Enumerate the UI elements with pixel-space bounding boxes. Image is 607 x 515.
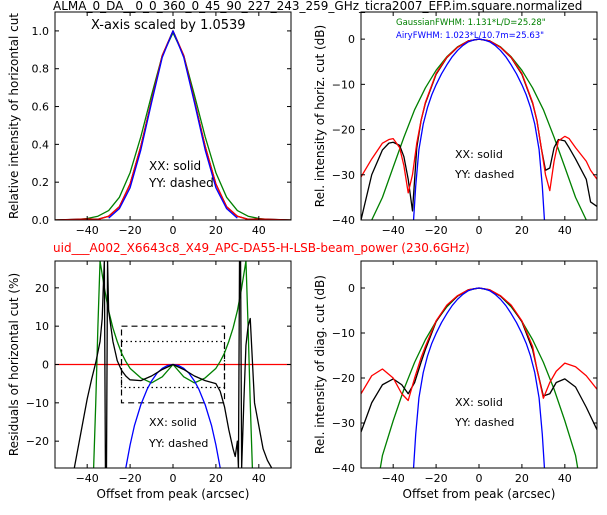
x-tick-label: 20 (515, 472, 529, 485)
x-axis-label: Offset from peak (arcsec) (97, 487, 250, 501)
annotation-text: YY: dashed (148, 437, 208, 450)
figure-subtitle: uid___A002_X6643c8_X49_APC-DA55-H-LSB-be… (53, 241, 470, 255)
y-tick-label: −30 (332, 169, 355, 182)
y-tick-label: −10 (332, 327, 355, 340)
x-tick-label: 40 (252, 472, 266, 485)
series-line-3 (412, 38, 546, 220)
y-tick-label: −10 (332, 78, 355, 91)
x-tick-label: −20 (424, 224, 447, 237)
chart-top-right: −40 −20 0 20 40 −40 −30 −20 −10 0 Rel. intensity o… (313, 11, 598, 237)
annotation-text: X-axis scaled by 1.0539 (91, 18, 246, 33)
annotation-text: XX: solid (149, 159, 201, 173)
annotation-text: YY: dashed (148, 176, 214, 190)
y-tick-label: 0 (42, 359, 49, 372)
x-tick-label: 40 (558, 224, 572, 237)
y-tick-label: 10 (35, 320, 49, 333)
y-tick-label: −30 (332, 417, 355, 430)
y-axis-label: Rel. intensity of horiz. cut (dB) (313, 25, 327, 207)
x-tick-label: 40 (252, 224, 266, 237)
x-tick-label: 40 (558, 472, 572, 485)
plot-area (55, 261, 291, 468)
chart-bottom-right: −40 −20 0 20 40 −40 −30 −20 −10 0 Rel. intensity o… (313, 260, 598, 501)
annotation-text: XX: solid (455, 148, 503, 161)
legend-entry: AiryFWHM: 1.023*L/10.7m=25.63" (396, 31, 544, 41)
y-axis-label: Residuals of horizontal cut (%) (7, 273, 21, 456)
y-tick-label: −20 (332, 124, 355, 137)
y-axis-label: Rel. intensity of diag. cut (dB) (313, 275, 327, 454)
series-line-2 (361, 287, 597, 402)
y-tick-label: 0.4 (32, 138, 50, 151)
plot-frame (360, 260, 598, 469)
series-line-0 (379, 287, 579, 468)
x-tick-label: −20 (118, 224, 141, 237)
annotation-text: XX: solid (455, 396, 503, 409)
x-tick-label: −40 (76, 224, 99, 237)
plot-area (361, 287, 597, 468)
x-tick-label: 20 (209, 472, 223, 485)
x-tick-label: −20 (424, 472, 447, 485)
x-tick-label: 0 (170, 472, 177, 485)
plot-area (55, 30, 291, 220)
region-box-dotted (120, 340, 226, 389)
y-tick-label: 20 (35, 282, 49, 295)
x-tick-label: 0 (170, 224, 177, 237)
y-tick-label: 0 (348, 33, 355, 46)
series-line-3 (412, 287, 546, 468)
series-line-1 (361, 38, 597, 220)
y-tick-label: −20 (26, 435, 49, 448)
x-tick-label: 20 (209, 224, 223, 237)
y-tick-label: −20 (332, 372, 355, 385)
x-tick-label: 0 (476, 472, 483, 485)
x-tick-label: 20 (515, 224, 529, 237)
series-line-0 (371, 38, 587, 220)
x-tick-label: −40 (382, 224, 405, 237)
annotation-text: YY: dashed (454, 168, 514, 181)
chart-top-left: −40 −20 0 20 40 0.0 0.2 0.4 0.6 0.8 1.0 Relative in… (7, 11, 292, 237)
x-tick-label: −40 (76, 472, 99, 485)
x-tick-label: −40 (382, 472, 405, 485)
chart-bottom-left: −40 −20 0 20 40 −20 −10 0 10 20 Residuals of horiz… (7, 260, 292, 501)
plot-area (361, 38, 597, 220)
y-tick-label: 0.0 (32, 214, 50, 227)
x-tick-label: −20 (118, 472, 141, 485)
y-tick-label: −40 (332, 214, 355, 227)
y-tick-label: −10 (26, 397, 49, 410)
annotation-text: XX: solid (149, 416, 197, 429)
annotation-text: YY: dashed (454, 416, 514, 429)
figure-title: ALMA_0_DA__0_0_360_0_45_90_227_243_259_G… (53, 0, 582, 13)
legend-entry: GaussianFWHM: 1.131*L/D=25.28" (396, 18, 546, 28)
series-line-0 (55, 32, 291, 220)
series-line-2 (73, 261, 273, 468)
x-axis-label: Offset from peak (arcsec) (403, 487, 556, 501)
y-axis-label: Relative intensity of horizontal cut (7, 13, 21, 219)
series-line-2 (55, 30, 291, 220)
series-line-3 (108, 30, 238, 219)
y-tick-label: 0.8 (32, 63, 50, 76)
series-line-1 (55, 30, 291, 220)
y-tick-label: 0.6 (32, 101, 50, 114)
y-tick-label: 0.2 (32, 176, 50, 189)
y-tick-label: 0 (348, 282, 355, 295)
x-tick-label: 0 (476, 224, 483, 237)
y-tick-label: 1.0 (32, 25, 50, 38)
plot-frame (360, 11, 598, 221)
y-tick-label: −40 (332, 462, 355, 475)
